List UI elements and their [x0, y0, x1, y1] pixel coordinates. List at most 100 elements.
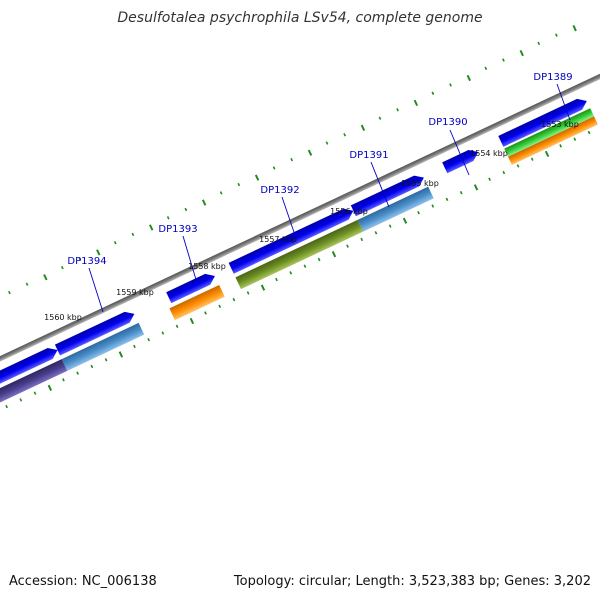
outer-tick [417, 211, 420, 215]
inner-tick [466, 74, 471, 82]
inner-tick [184, 207, 188, 212]
outer-tick [573, 137, 577, 141]
inner-tick [237, 182, 241, 187]
inner-tick [25, 282, 29, 286]
outer-tick [445, 197, 449, 202]
outer-tick-ring [5, 130, 591, 409]
outer-tick [104, 358, 108, 362]
outer-tick [47, 384, 53, 392]
feature-track [0, 108, 598, 414]
inner-tick [113, 241, 117, 245]
outer-tick [232, 297, 236, 302]
accession-text: Accession: NC_006138 [9, 574, 157, 589]
outer-tick [530, 157, 534, 161]
outer-tick [388, 224, 392, 228]
feature-block-purple[interactable] [0, 359, 68, 414]
leader-line-dp1389 [556, 83, 571, 121]
outer-tick [246, 291, 250, 295]
feature-block-steelblue-dp1394[interactable] [61, 322, 145, 371]
outer-tick [19, 398, 23, 402]
outer-tick [516, 164, 520, 168]
outer-tick [175, 324, 179, 329]
feature-block-orange-dp1389[interactable] [508, 116, 598, 165]
outer-tick [289, 271, 293, 275]
outer-tick [374, 231, 378, 235]
inner-tick [272, 166, 276, 170]
feature-block-green[interactable] [504, 108, 595, 157]
inner-tick [413, 99, 419, 107]
inner-tick [555, 33, 558, 37]
feature-block-orange-dp1393[interactable] [169, 284, 225, 321]
cds-arrow-dp1393[interactable] [166, 271, 217, 304]
cds-arrow-dp1394[interactable] [54, 308, 137, 356]
outer-tick [360, 237, 364, 242]
gene-label-dp1394[interactable]: DP1394 [67, 256, 106, 267]
feature-block-steelblue-dp1391[interactable] [357, 186, 434, 232]
inner-tick [343, 133, 347, 137]
inner-tick [537, 41, 541, 46]
leader-line-dp1390 [449, 129, 470, 176]
outer-tick [559, 144, 562, 148]
outer-tick [303, 264, 307, 268]
gene-labels: DP1389 DP1390 DP1391 DP1392 DP1393 DP139… [67, 72, 572, 267]
leader-line-dp1392 [281, 196, 297, 239]
leader-line-dp1391 [370, 161, 390, 208]
kbp-label-1553: 1553 kbp [541, 120, 579, 129]
outer-tick [62, 378, 65, 382]
genome-band [0, 25, 600, 414]
leader-line-dp1394 [88, 267, 104, 313]
outer-tick [189, 317, 195, 325]
cds-track [0, 96, 589, 399]
kbp-label-1558: 1558 kbp [188, 262, 226, 271]
inner-tick [519, 49, 524, 57]
outer-tick [204, 311, 207, 315]
gene-label-dp1391[interactable]: DP1391 [349, 150, 388, 161]
outer-tick [90, 364, 94, 369]
gene-label-dp1389[interactable]: DP1389 [533, 72, 572, 83]
gene-label-dp1392[interactable]: DP1392 [260, 185, 299, 196]
outer-tick [147, 338, 151, 342]
outer-tick [488, 177, 491, 181]
inner-tick [166, 216, 170, 220]
cds-arrow-dp1391[interactable] [350, 172, 427, 217]
kbp-label-1557: 1557 kbp [259, 235, 297, 244]
outer-tick [218, 304, 222, 308]
genome-backbone [0, 66, 600, 395]
gene-leader-lines [88, 83, 571, 313]
outer-tick [346, 244, 349, 248]
inner-tick [484, 66, 488, 71]
cds-arrow-left[interactable] [0, 345, 60, 399]
outer-tick [431, 204, 435, 208]
outer-tick [260, 284, 266, 291]
gene-label-dp1393[interactable]: DP1393 [158, 224, 197, 235]
kbp-label-1556: 1556 kbp [330, 207, 368, 216]
inner-tick [502, 58, 505, 62]
cds-arrow-dp1390[interactable] [442, 147, 481, 174]
inner-tick [43, 274, 48, 281]
outer-tick [402, 217, 408, 224]
cds-arrow-dp1389[interactable] [498, 96, 589, 147]
inner-tick [325, 141, 329, 145]
kbp-label-1560: 1560 kbp [44, 313, 82, 322]
inner-tick [360, 124, 366, 131]
kbp-label-1559: 1559 kbp [116, 288, 154, 297]
inner-tick [131, 232, 135, 237]
kbp-labels: 1553 kbp 1554 kbp 1555 kbp 1556 kbp 1557… [44, 120, 579, 322]
genome-summary-text: Topology: circular; Length: 3,523,383 bp… [233, 574, 591, 589]
kbp-label-1554: 1554 kbp [470, 149, 508, 158]
gene-label-dp1390[interactable]: DP1390 [428, 117, 467, 128]
outer-tick [502, 170, 506, 175]
outer-tick [33, 391, 37, 395]
outer-tick [76, 371, 80, 375]
inner-tick-ring [8, 25, 577, 295]
feature-block-olive-dp1392[interactable] [235, 219, 364, 290]
cds-arrow-dp1392[interactable] [228, 205, 356, 274]
inner-tick [449, 83, 452, 87]
map-title: Desulfotalea psychrophila LSv54, complet… [117, 10, 483, 26]
inner-tick [572, 25, 577, 32]
outer-tick [473, 184, 479, 191]
outer-tick [161, 331, 165, 335]
inner-tick [290, 157, 294, 162]
